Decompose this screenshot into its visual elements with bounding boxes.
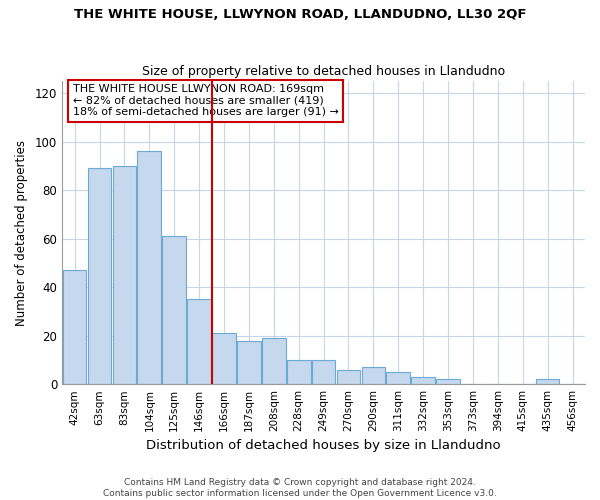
Bar (237, 340, 261, 384)
Bar (412, 377, 435, 384)
Bar (187, 300, 211, 384)
Text: Contains HM Land Registry data © Crown copyright and database right 2024.
Contai: Contains HM Land Registry data © Crown c… (103, 478, 497, 498)
Bar (262, 338, 286, 384)
Bar (536, 380, 559, 384)
Bar (386, 372, 410, 384)
Bar (287, 360, 311, 384)
Y-axis label: Number of detached properties: Number of detached properties (15, 140, 28, 326)
X-axis label: Distribution of detached houses by size in Llandudno: Distribution of detached houses by size … (146, 440, 501, 452)
Bar (212, 334, 236, 384)
Bar (163, 236, 186, 384)
Bar (113, 166, 136, 384)
Text: THE WHITE HOUSE LLWYNON ROAD: 169sqm
← 82% of detached houses are smaller (419)
: THE WHITE HOUSE LLWYNON ROAD: 169sqm ← 8… (73, 84, 338, 117)
Bar (436, 380, 460, 384)
Title: Size of property relative to detached houses in Llandudno: Size of property relative to detached ho… (142, 66, 505, 78)
Text: THE WHITE HOUSE, LLWYNON ROAD, LLANDUDNO, LL30 2QF: THE WHITE HOUSE, LLWYNON ROAD, LLANDUDNO… (74, 8, 526, 20)
Bar (362, 367, 385, 384)
Bar (312, 360, 335, 384)
Bar (88, 168, 112, 384)
Bar (63, 270, 86, 384)
Bar (337, 370, 361, 384)
Bar (137, 152, 161, 384)
